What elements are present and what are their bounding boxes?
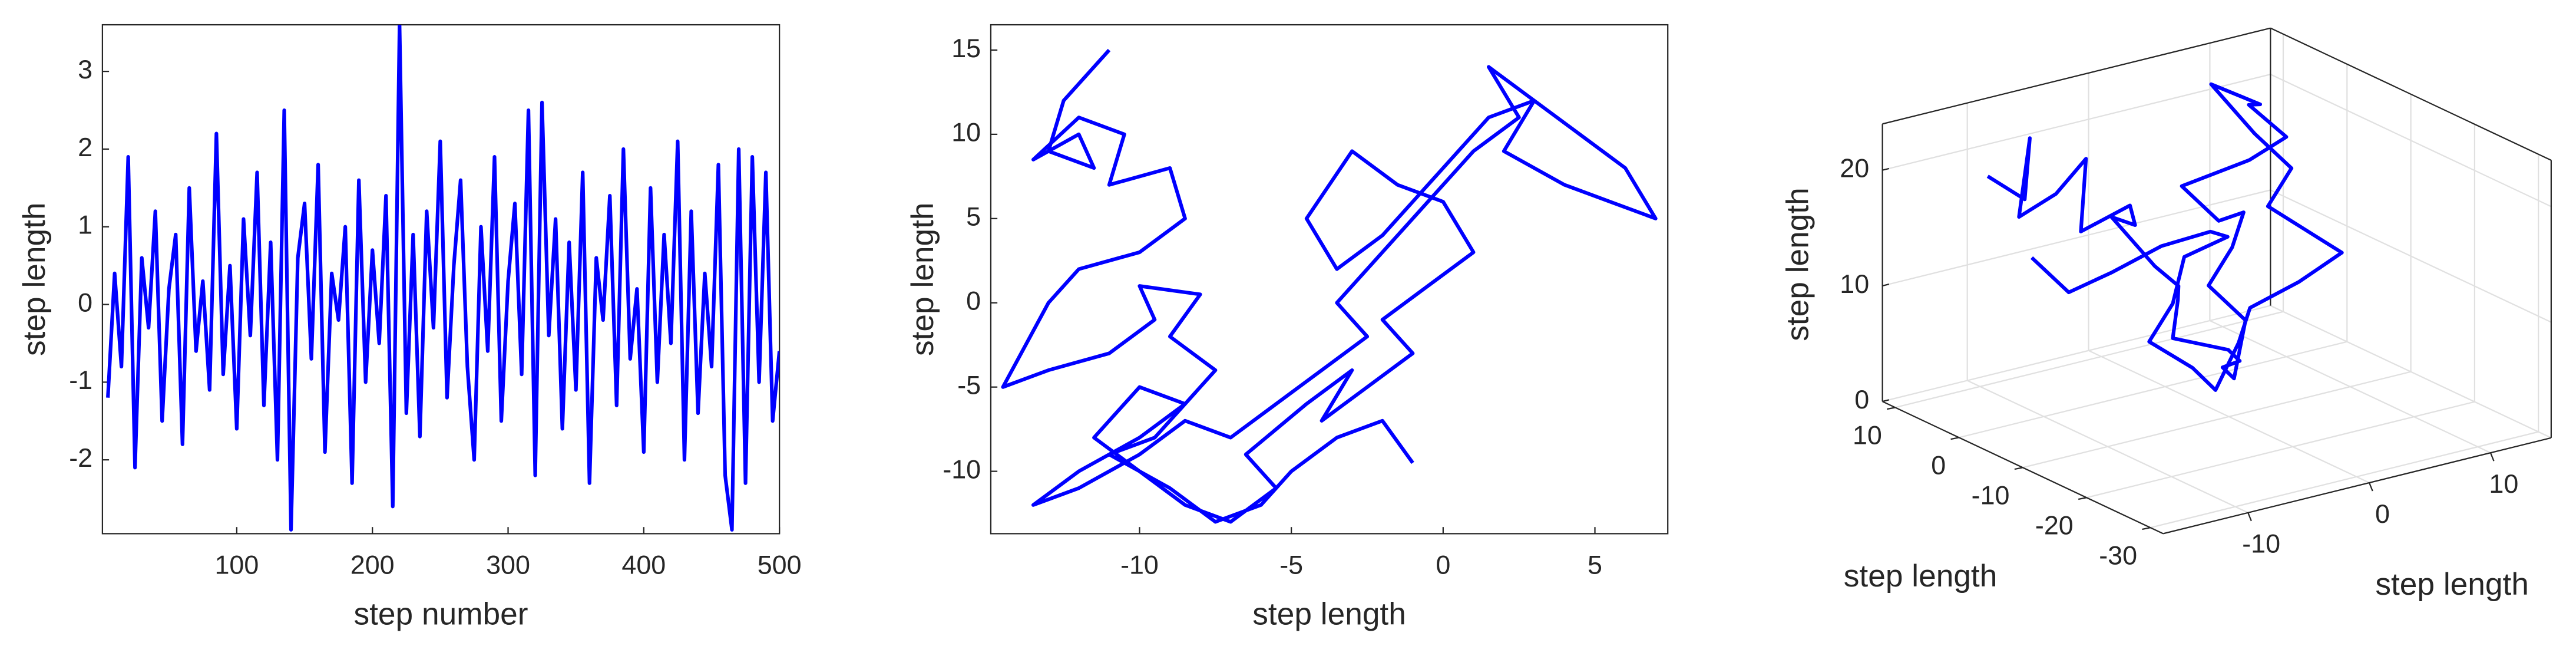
x-tick-label: 100: [215, 549, 259, 579]
x-axis-label: step length: [2375, 567, 2529, 602]
grid-line: [2022, 371, 2411, 469]
y-tick: [2142, 527, 2151, 530]
y-tick: [2014, 467, 2023, 470]
data-line: [1001, 48, 1658, 524]
grid-line: [1882, 189, 2271, 287]
box-edge: [1882, 27, 2271, 125]
plot-area: [101, 24, 781, 535]
x-tick-label: 400: [621, 549, 666, 579]
y-axis-label: step length: [17, 202, 52, 356]
x-tick-label: 5: [1588, 549, 1602, 579]
grid-line: [1894, 311, 2284, 408]
x-tick-label: -10: [2242, 529, 2280, 559]
y-tick-label: 5: [966, 202, 981, 232]
box-edge: [2162, 437, 2552, 535]
y-tick-label: -1: [69, 365, 92, 395]
x-tick-label: 10: [2489, 469, 2518, 499]
z-tick: [1882, 284, 1890, 287]
y-tick: [2078, 497, 2087, 500]
x-tick-label: -5: [1279, 549, 1303, 579]
grid-line: [2086, 401, 2475, 499]
y-tick-label: 10: [951, 117, 981, 147]
x-tick-label: 300: [486, 549, 530, 579]
x-tick: [2247, 512, 2252, 522]
x-tick-label: 500: [758, 549, 802, 579]
y-tick-label: 10: [1853, 420, 1882, 450]
z-tick-label: 0: [1854, 384, 1869, 414]
back-wall: [1882, 28, 2271, 402]
y-tick-label: 0: [966, 286, 981, 316]
y-axis-label: step length: [905, 202, 940, 356]
z-tick-label: 20: [1840, 153, 1869, 183]
y-tick-label: 3: [78, 54, 92, 84]
x-tick: [2489, 452, 2495, 462]
grid-line: [2150, 431, 2539, 529]
z-tick: [1882, 167, 1890, 171]
grid-line: [2270, 74, 2552, 207]
x-axis-label: step length: [1252, 597, 1406, 632]
y-tick-label: -20: [2035, 510, 2074, 540]
x-tick-label: 200: [350, 549, 395, 579]
grid-line: [1959, 341, 2347, 439]
y-tick-label: -5: [957, 370, 981, 400]
y-tick-label: 2: [78, 132, 92, 162]
z-tick: [1882, 399, 1890, 403]
data-line-3d: [1986, 82, 2344, 392]
grid-line: [1882, 74, 2271, 171]
x-tick-label: 0: [1436, 549, 1450, 579]
y-tick-label: 0: [1931, 450, 1946, 480]
y-tick-label: -10: [943, 454, 981, 484]
z-axis-label: step length: [1781, 187, 1816, 341]
y-tick-label: -10: [1972, 480, 2010, 510]
y-tick-label: 1: [78, 210, 92, 240]
y-tick-label: -2: [69, 443, 92, 473]
grid-line: [2270, 305, 2552, 439]
y-tick-label: -30: [2099, 540, 2137, 570]
x-axis-label: step number: [354, 597, 528, 632]
data-line: [106, 25, 780, 532]
z-tick-label: 10: [1840, 269, 1869, 299]
y-tick: [1950, 437, 1959, 440]
y-tick-label: 15: [951, 33, 981, 63]
x-tick: [2369, 482, 2373, 492]
x-tick-label: -10: [1120, 549, 1159, 579]
grid-line: [1882, 305, 2271, 403]
y-tick-label: 0: [78, 287, 92, 317]
y-tick: [1887, 407, 1896, 410]
grid-line: [2270, 189, 2552, 323]
y-axis-label: step length: [1844, 559, 1998, 594]
box-edge: [2270, 27, 2552, 161]
x-tick-label: 0: [2375, 499, 2390, 529]
plot-area: [990, 24, 1669, 535]
